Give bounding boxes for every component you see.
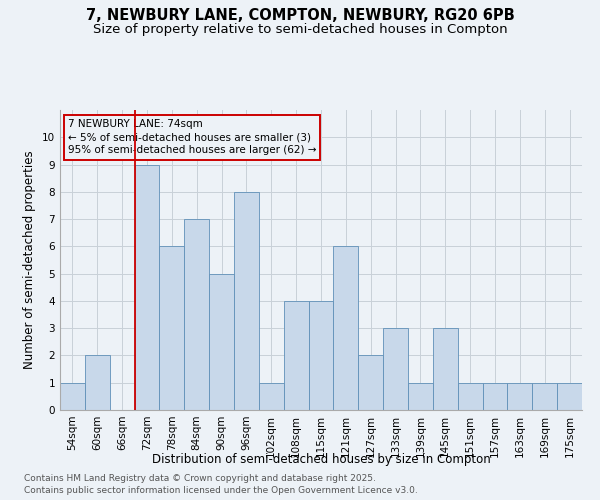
Text: 7, NEWBURY LANE, COMPTON, NEWBURY, RG20 6PB: 7, NEWBURY LANE, COMPTON, NEWBURY, RG20 … bbox=[86, 8, 514, 22]
Bar bbox=[358, 356, 383, 410]
Bar bbox=[60, 382, 85, 410]
Bar bbox=[458, 382, 482, 410]
Bar bbox=[482, 382, 508, 410]
Bar bbox=[85, 356, 110, 410]
Bar bbox=[284, 301, 308, 410]
Bar bbox=[334, 246, 358, 410]
Bar bbox=[383, 328, 408, 410]
Y-axis label: Number of semi-detached properties: Number of semi-detached properties bbox=[23, 150, 37, 370]
Bar bbox=[234, 192, 259, 410]
Bar bbox=[408, 382, 433, 410]
Bar bbox=[433, 328, 458, 410]
Text: Size of property relative to semi-detached houses in Compton: Size of property relative to semi-detach… bbox=[92, 22, 508, 36]
Bar bbox=[209, 274, 234, 410]
Bar bbox=[160, 246, 184, 410]
Bar bbox=[259, 382, 284, 410]
Bar bbox=[557, 382, 582, 410]
Bar bbox=[308, 301, 334, 410]
Text: Distribution of semi-detached houses by size in Compton: Distribution of semi-detached houses by … bbox=[152, 452, 490, 466]
Bar bbox=[134, 164, 160, 410]
Text: Contains HM Land Registry data © Crown copyright and database right 2025.
Contai: Contains HM Land Registry data © Crown c… bbox=[24, 474, 418, 495]
Text: 7 NEWBURY LANE: 74sqm
← 5% of semi-detached houses are smaller (3)
95% of semi-d: 7 NEWBURY LANE: 74sqm ← 5% of semi-detac… bbox=[68, 119, 316, 156]
Bar bbox=[532, 382, 557, 410]
Bar bbox=[184, 219, 209, 410]
Bar bbox=[508, 382, 532, 410]
